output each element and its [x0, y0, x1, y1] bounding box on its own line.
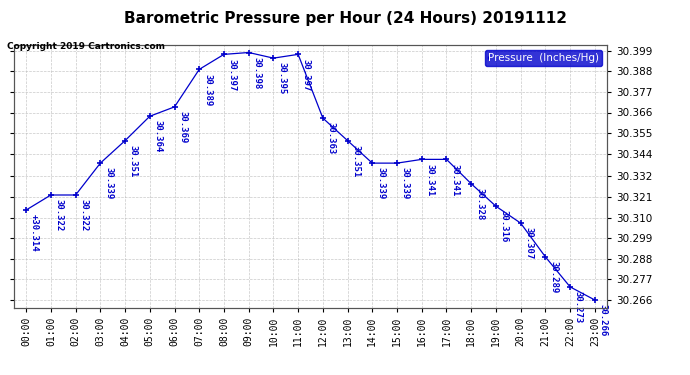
- Text: Copyright 2019 Cartronics.com: Copyright 2019 Cartronics.com: [7, 42, 165, 51]
- Text: 30.341: 30.341: [426, 164, 435, 196]
- Text: 30.351: 30.351: [351, 145, 360, 177]
- Text: 30.266: 30.266: [599, 304, 608, 336]
- Text: 30.369: 30.369: [178, 111, 188, 143]
- Text: 30.273: 30.273: [574, 291, 583, 323]
- Text: 30.341: 30.341: [451, 164, 460, 196]
- Text: 30.363: 30.363: [326, 122, 336, 154]
- Text: 30.339: 30.339: [401, 167, 410, 200]
- Legend: Pressure  (Inches/Hg): Pressure (Inches/Hg): [485, 50, 602, 66]
- Text: 30.307: 30.307: [524, 227, 533, 260]
- Text: 30.322: 30.322: [79, 199, 88, 231]
- Text: 30.339: 30.339: [376, 167, 385, 200]
- Text: Barometric Pressure per Hour (24 Hours) 20191112: Barometric Pressure per Hour (24 Hours) …: [124, 11, 566, 26]
- Text: 30.328: 30.328: [475, 188, 484, 220]
- Text: 30.395: 30.395: [277, 62, 286, 94]
- Text: 30.289: 30.289: [549, 261, 558, 293]
- Text: 30.389: 30.389: [203, 74, 212, 106]
- Text: 30.364: 30.364: [154, 120, 163, 153]
- Text: +30.314: +30.314: [30, 214, 39, 252]
- Text: 30.397: 30.397: [228, 58, 237, 91]
- Text: 30.397: 30.397: [302, 58, 311, 91]
- Text: 30.351: 30.351: [129, 145, 138, 177]
- Text: 30.398: 30.398: [253, 57, 262, 89]
- Text: 30.339: 30.339: [104, 167, 113, 200]
- Text: 30.316: 30.316: [500, 210, 509, 243]
- Text: 30.322: 30.322: [55, 199, 63, 231]
